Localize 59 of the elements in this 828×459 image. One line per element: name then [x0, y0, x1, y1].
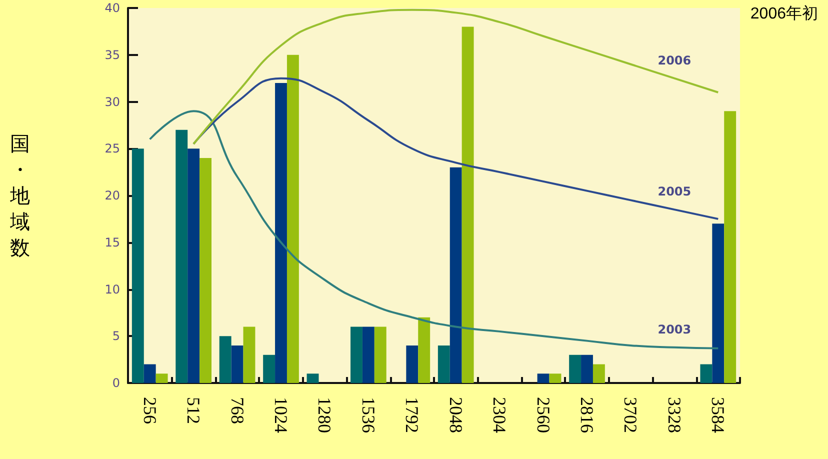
- bar: [549, 374, 562, 383]
- bar: [418, 317, 430, 383]
- bar: [156, 374, 168, 383]
- line-series: [192, 8, 720, 145]
- x-tick-label: 1024: [271, 397, 291, 433]
- x-tick-label: 3702: [620, 397, 641, 433]
- y-tick-label: 40: [104, 1, 120, 15]
- x-tick-label: 1536: [358, 397, 378, 433]
- bar: [275, 83, 287, 383]
- x-tick-label: 2048: [446, 397, 466, 433]
- y-tick-label: 35: [104, 48, 120, 62]
- bar: [263, 354, 276, 383]
- series-label: 2006: [658, 53, 692, 68]
- bar: [581, 354, 593, 383]
- bar: [462, 26, 474, 383]
- bar: [537, 374, 550, 383]
- bar: [406, 346, 418, 383]
- bar: [219, 336, 232, 383]
- bar: [231, 346, 244, 383]
- bar: [286, 54, 299, 383]
- y-tick-label: 5: [112, 329, 120, 344]
- y-axis-title: 国・地域数: [9, 132, 30, 260]
- y-tick-label: 25: [104, 142, 120, 156]
- bar: [132, 148, 144, 383]
- x-tick-label: 2816: [577, 397, 597, 433]
- y-tick-label: 0: [112, 376, 120, 390]
- bar: [144, 364, 156, 383]
- bar: [438, 346, 450, 383]
- x-tick-label: 3584: [708, 397, 728, 433]
- x-tick-label: 768: [227, 397, 248, 424]
- y-tick-label: 20: [104, 188, 120, 202]
- bar: [724, 111, 736, 383]
- x-tick-label: 1792: [402, 397, 422, 433]
- bar: [188, 148, 200, 383]
- bar: [712, 224, 724, 383]
- bar: [569, 354, 582, 383]
- y-tick-label: 30: [104, 94, 120, 109]
- x-tick-label: 3328: [664, 397, 684, 433]
- y-tick-label: 15: [104, 235, 120, 250]
- x-tick-label: 512: [184, 397, 204, 424]
- bar: [306, 374, 319, 383]
- bar: [176, 130, 188, 383]
- x-tick-label: 1280: [314, 397, 335, 433]
- text: 2006年初: [750, 4, 818, 22]
- x-tick-label: 2304: [490, 397, 510, 433]
- y-tick-label: 10: [104, 282, 120, 296]
- x-tick-label: 2560: [533, 397, 554, 433]
- bar: [374, 326, 386, 383]
- x-tick-label: 256: [140, 397, 160, 424]
- bar: [243, 326, 256, 383]
- bar: [700, 364, 712, 383]
- bar: [592, 364, 605, 383]
- bar: [350, 326, 362, 383]
- bar: [362, 326, 374, 383]
- bar: [200, 158, 212, 383]
- series-label: 2003: [658, 322, 692, 336]
- line-series: [148, 110, 720, 350]
- series-label: 2005: [658, 184, 692, 199]
- bar: [450, 167, 462, 383]
